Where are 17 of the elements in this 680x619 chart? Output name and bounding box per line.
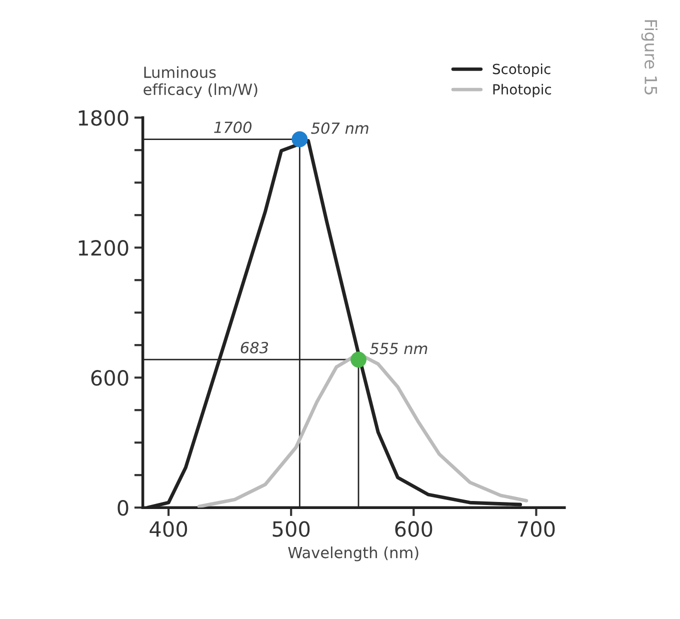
y-tick-label: 0 xyxy=(118,500,128,516)
annotation: 507 nm xyxy=(311,122,368,134)
ref-line-label: 1700 xyxy=(214,122,252,134)
y-tick-label: 1200 xyxy=(78,240,128,256)
x-tick-label: 700 xyxy=(518,521,555,537)
legend-label: Scotopic xyxy=(492,63,550,77)
y-tick-label: 1800 xyxy=(78,110,128,126)
x-tick-label: 400 xyxy=(150,521,188,537)
x-tick-label: 500 xyxy=(272,521,310,537)
x-axis-title: Wavelength (nm) xyxy=(288,546,418,562)
caption: Figure 15 xyxy=(641,20,658,95)
x-tick-label: 600 xyxy=(395,521,432,537)
ref-line-label: 683 xyxy=(240,342,268,354)
legend-label: Photopic xyxy=(493,84,552,98)
y-tick-label: 600 xyxy=(91,370,128,386)
y-axis-title: Luminous efficacy (lm/W) xyxy=(144,66,258,98)
annotation: 555 nm xyxy=(370,342,428,354)
